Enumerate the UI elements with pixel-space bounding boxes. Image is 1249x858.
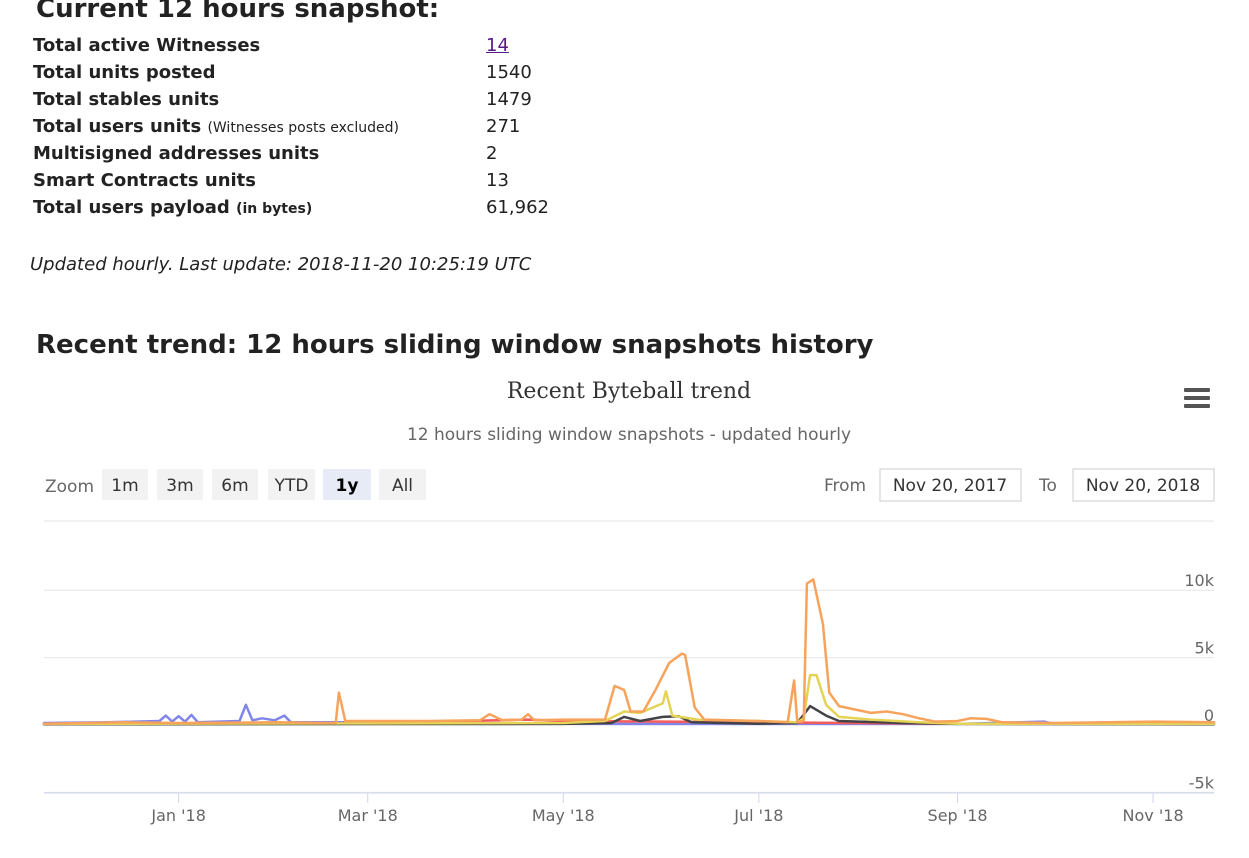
x-tick-label: Nov '18 <box>1123 806 1184 825</box>
zoom-button-ytd[interactable]: YTD <box>268 469 315 500</box>
hamburger-menu-icon[interactable] <box>1184 388 1210 408</box>
stat-label: Total users payload (in bytes) <box>33 197 313 218</box>
y-tick-label: -5k <box>1189 773 1215 792</box>
stat-label: Total stables units <box>33 89 220 110</box>
from-label: From <box>824 476 866 496</box>
chart-title: Recent Byteball trend <box>507 379 751 404</box>
stat-row-payload: Total users payload (in bytes) 61,962 <box>33 197 733 224</box>
chart-subtitle: 12 hours sliding window snapshots - upda… <box>407 425 851 445</box>
chart-gridlines: 10k 5k 0 -5k <box>44 520 1215 793</box>
trend-chart: Recent Byteball trend 12 hours sliding w… <box>42 379 1216 825</box>
x-tick-label: Jan '18 <box>150 806 206 825</box>
stat-label: Multisigned addresses units <box>33 143 320 164</box>
last-update-text: Updated hourly. Last update: 2018-11-20 … <box>30 254 532 275</box>
svg-text:1y: 1y <box>336 476 359 496</box>
y-tick-label: 0 <box>1204 706 1214 725</box>
stat-value: 1540 <box>486 62 532 83</box>
y-tick-label: 5k <box>1195 639 1215 658</box>
svg-text:6m: 6m <box>221 476 248 496</box>
active-witnesses-link[interactable]: 14 <box>486 35 509 56</box>
zoom-button-3m[interactable]: 3m <box>157 469 203 500</box>
stat-value: 1479 <box>486 89 532 110</box>
series-line-4 <box>42 673 1216 726</box>
stat-label: Total units posted <box>33 62 216 83</box>
stat-value: 2 <box>486 143 498 164</box>
stat-value: 13 <box>486 170 509 191</box>
snapshot-stats: Total active Witnesses 14 Total units po… <box>33 35 733 224</box>
stat-row-units-posted: Total units posted 1540 <box>33 62 733 89</box>
from-date-value: Nov 20, 2017 <box>893 476 1007 496</box>
from-date-input[interactable]: Nov 20, 2017 <box>879 468 1022 502</box>
stat-value: 61,962 <box>486 197 549 218</box>
to-date-value: Nov 20, 2018 <box>1086 476 1200 496</box>
stat-label: Smart Contracts units <box>33 170 257 191</box>
stat-label: Total active Witnesses <box>33 35 261 56</box>
zoom-buttons: 1m 3m 6m YTD 1y All <box>102 469 426 500</box>
series-line-3 <box>42 704 1216 726</box>
zoom-button-1y[interactable]: 1y <box>323 469 371 500</box>
to-date-input[interactable]: Nov 20, 2018 <box>1072 468 1215 502</box>
y-tick-label: 10k <box>1184 571 1214 590</box>
svg-text:3m: 3m <box>166 476 193 496</box>
svg-text:1m: 1m <box>111 476 138 496</box>
stat-value: 271 <box>486 116 521 137</box>
snapshot-title: Current 12 hours snapshot: <box>36 0 440 24</box>
series-line-5 <box>42 578 1216 725</box>
stat-row-active-witnesses: Total active Witnesses 14 <box>33 35 733 62</box>
x-tick-label: May '18 <box>532 806 595 825</box>
stat-note: (Witnesses posts excluded) <box>207 120 399 136</box>
x-tick-label: Mar '18 <box>338 806 398 825</box>
stat-label: Total users units (Witnesses posts exclu… <box>33 116 399 137</box>
stat-note: (in bytes) <box>236 201 313 217</box>
stat-row-smart-contracts: Smart Contracts units 13 <box>33 170 733 197</box>
zoom-button-1m[interactable]: 1m <box>102 469 148 500</box>
chart-series <box>42 578 1216 726</box>
x-tick-label: Jul '18 <box>733 806 783 825</box>
to-label: To <box>1038 476 1057 496</box>
stat-row-users-units: Total users units (Witnesses posts exclu… <box>33 116 733 143</box>
stat-row-stable-units: Total stables units 1479 <box>33 89 733 116</box>
svg-text:All: All <box>392 476 413 496</box>
trend-heading: Recent trend: 12 hours sliding window sn… <box>36 330 874 360</box>
zoom-label: Zoom <box>45 477 94 497</box>
zoom-button-6m[interactable]: 6m <box>212 469 258 500</box>
x-axis-ticks: Jan '18 Mar '18 May '18 Jul '18 Sep '18 Nov '… <box>150 793 1184 825</box>
x-tick-label: Sep '18 <box>928 806 988 825</box>
zoom-button-all[interactable]: All <box>379 469 426 500</box>
stat-row-multisigned: Multisigned addresses units 2 <box>33 143 733 170</box>
svg-text:YTD: YTD <box>274 476 309 496</box>
